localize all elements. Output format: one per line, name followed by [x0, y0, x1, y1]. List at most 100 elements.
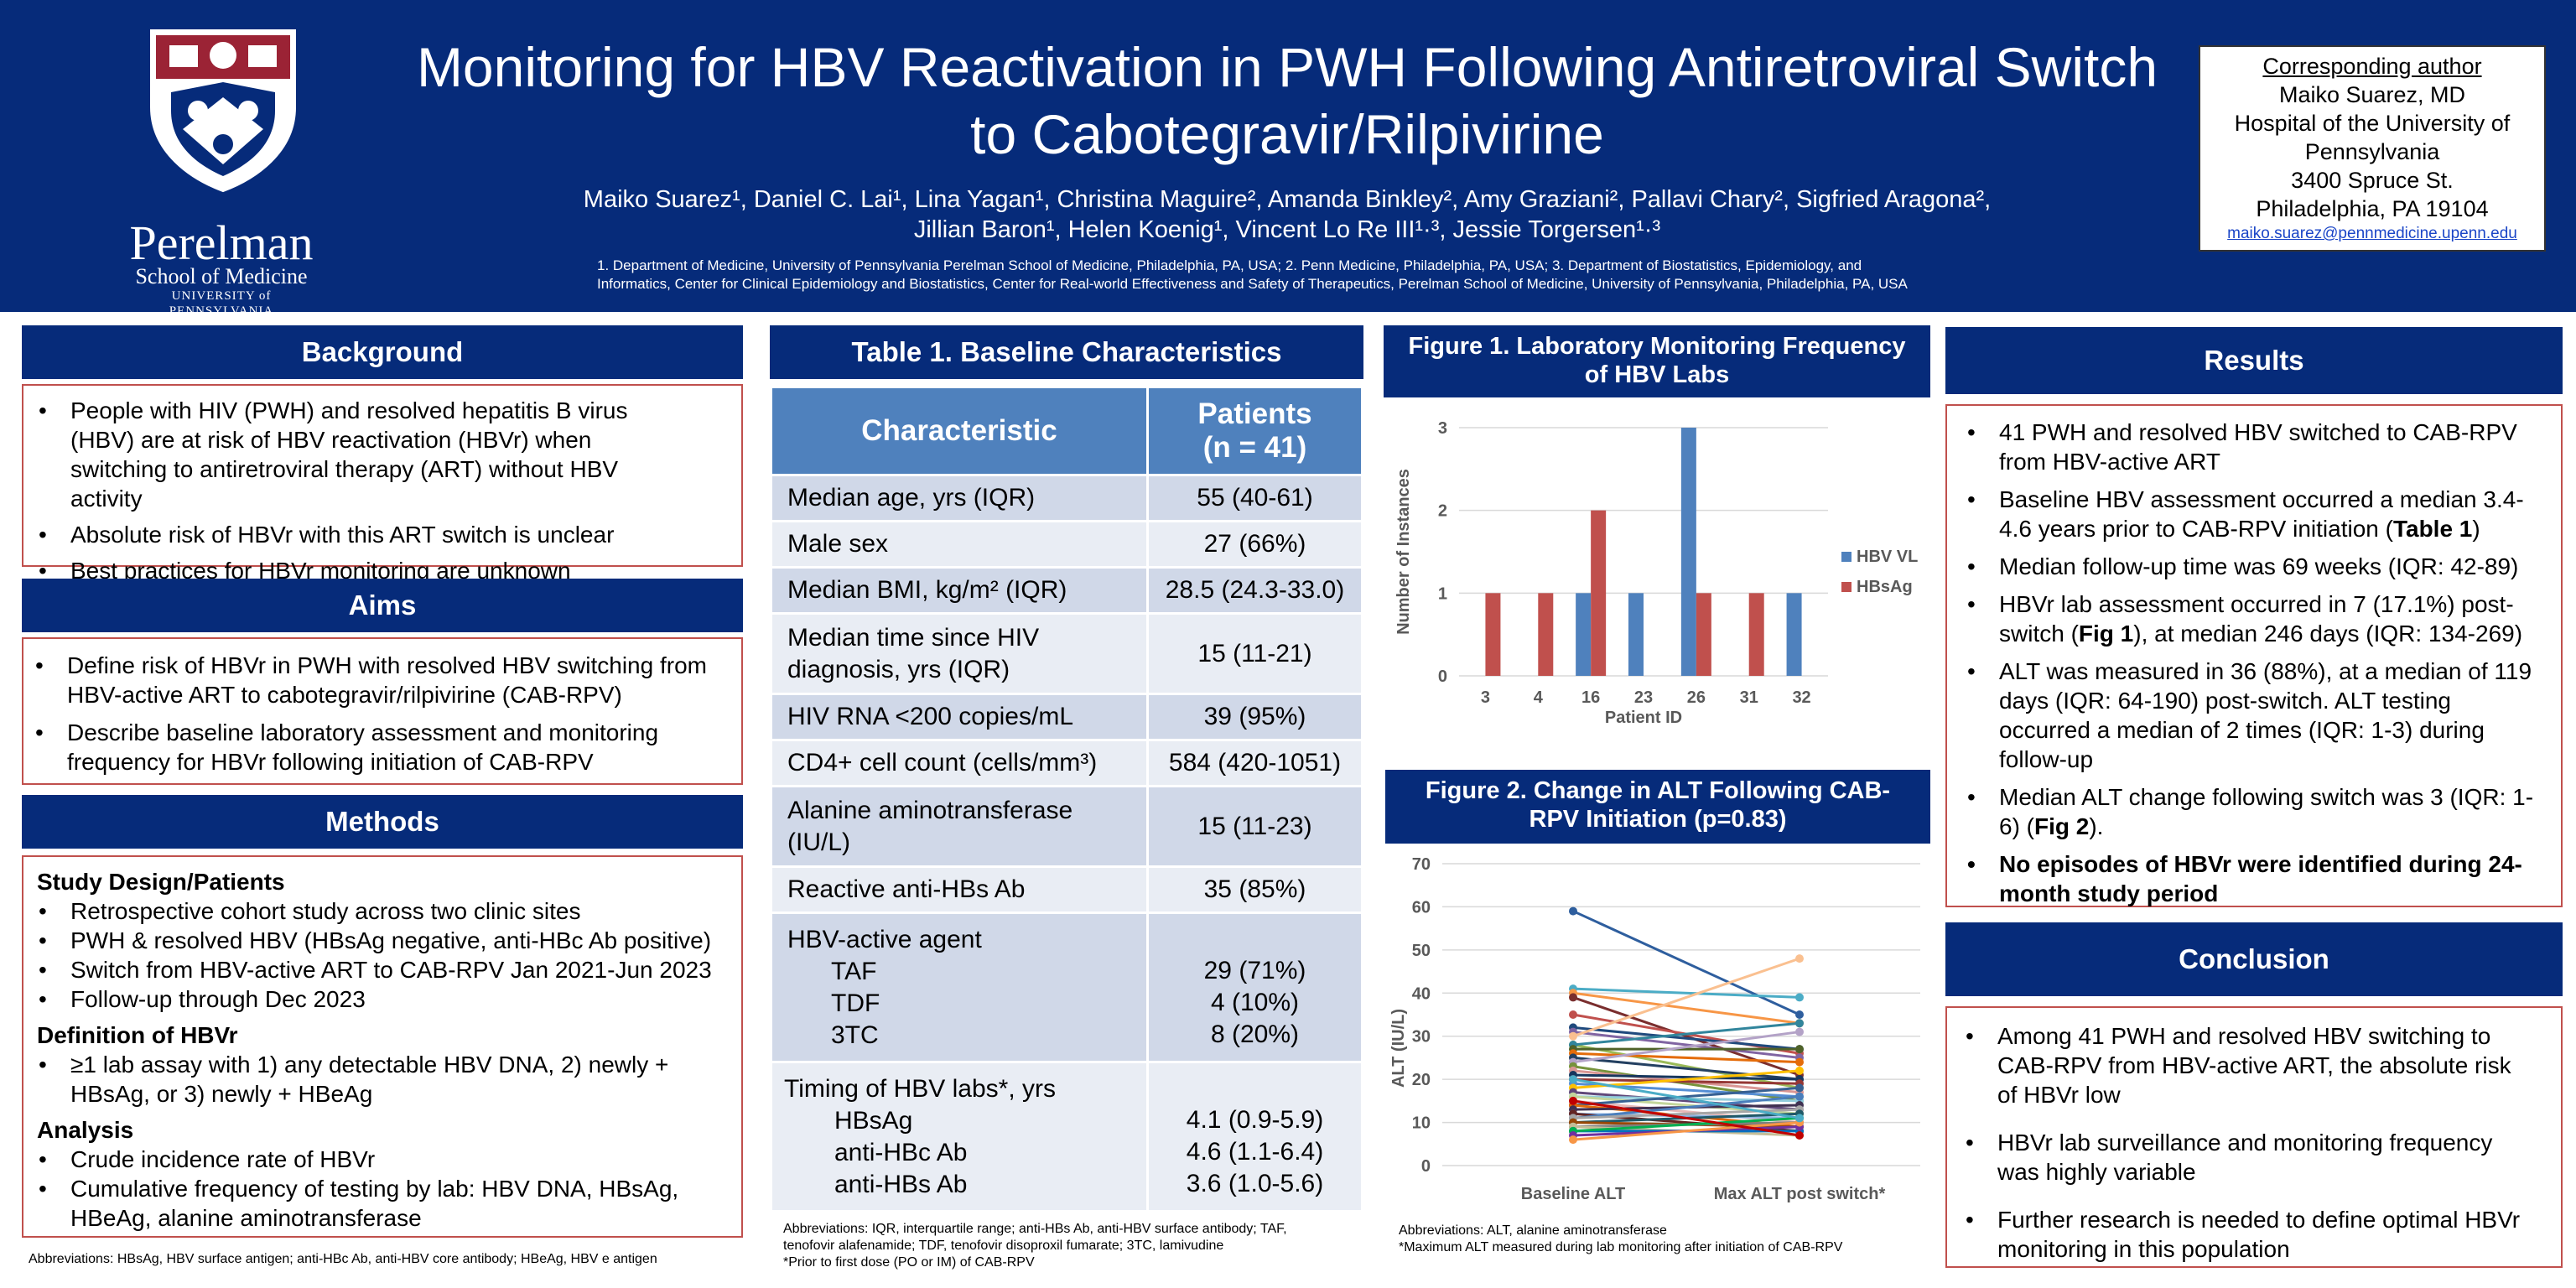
figure-reference: Fig 1 [2078, 621, 2134, 647]
sub-value: 29 (71%) [1203, 957, 1306, 984]
table1-note-1: Abbreviations: IQR, interquartile range;… [783, 1222, 1287, 1236]
row-value: 584 (420-1051) [1146, 739, 1363, 787]
baseline-point [1569, 1096, 1577, 1105]
list-item: Further research is needed to define opt… [1966, 1205, 2536, 1264]
bar [1748, 593, 1764, 676]
corresponding-name: Maiko Suarez, MD [2278, 82, 2466, 107]
list-item: 41 PWH and resolved HBV switched to CAB-… [1967, 418, 2544, 476]
sub-label: 3TC [831, 1021, 879, 1049]
poster-title: Monitoring for HBV Reactivation in PWH F… [416, 36, 2158, 165]
background-heading: Background [22, 325, 743, 379]
baseline-table-wrap: Characteristic Patients (n = 41) Median … [770, 386, 1363, 1213]
table-row: CD4+ cell count (cells/mm³) 584 (420-105… [770, 739, 1363, 787]
baseline-point [1569, 1135, 1577, 1145]
patient-line [1572, 1031, 1800, 1059]
list-item: Follow-up through Dec 2023 [39, 984, 741, 1014]
methods-subheading-design: Study Design/Patients [37, 869, 285, 895]
baseline-point [1569, 1031, 1577, 1041]
legend-label: HBsAg [1857, 578, 1913, 596]
patient-line [1572, 1095, 1800, 1119]
x-tick-label: 31 [1740, 688, 1758, 707]
y-tick-label: 10 [1412, 1114, 1431, 1133]
patient-line [1572, 1116, 1800, 1133]
y-tick-label: 70 [1412, 855, 1431, 874]
corresponding-street: 3400 Spruce St. [2291, 168, 2454, 193]
figure1-heading-line-1: Figure 1. Laboratory Monitoring Frequenc… [1408, 333, 1906, 360]
methods-heading: Methods [22, 795, 743, 849]
row-label: Alanine aminotransferase (IU/L) [770, 785, 1149, 868]
column-header-patients-line-1: Patients [1197, 397, 1312, 430]
list-item: Baseline HBV assessment occurred a media… [1967, 485, 2544, 543]
row-value: 55 (40-61) [1146, 474, 1363, 522]
baseline-point [1569, 1010, 1577, 1019]
methods-design-list: Retrospective cohort study across two cl… [23, 896, 741, 1014]
bar [1680, 428, 1696, 676]
group-label: Timing of HBV labs*, yrs [784, 1074, 1056, 1103]
bar [1538, 593, 1554, 676]
baseline-point [1569, 906, 1577, 916]
bar [1576, 593, 1592, 676]
patient-line [1572, 1073, 1800, 1081]
x-tick-label: 26 [1687, 688, 1706, 707]
row-label-group: HBV-active agent TAF TDF 3TC [770, 911, 1149, 1063]
row-value: 35 (85%) [1146, 865, 1363, 914]
max-alt-point [1795, 993, 1804, 1002]
list-item: Retrospective cohort study across two cl… [39, 896, 741, 926]
y-tick-label: 50 [1412, 942, 1431, 960]
result-text: Baseline HBV assessment occurred a media… [1999, 486, 2524, 542]
methods-subheading-definition: Definition of HBVr [37, 1022, 238, 1048]
patient-line [1572, 1099, 1800, 1137]
column-header-patients-line-2: (n = 41) [1202, 431, 1307, 464]
table1-notes: Abbreviations: IQR, interquartile range;… [783, 1221, 1370, 1271]
y-tick-label: 0 [1421, 1157, 1431, 1176]
corresponding-heading: Corresponding author [2262, 54, 2482, 79]
results-box: 41 PWH and resolved HBV switched to CAB-… [1945, 404, 2563, 907]
sub-label: anti-HBs Ab [834, 1170, 968, 1198]
list-item: HBVr lab surveillance and monitoring fre… [1966, 1128, 2536, 1187]
logo-name: Perelman [129, 216, 314, 270]
row-label: HIV RNA <200 copies/mL [770, 693, 1149, 741]
max-alt-point [1795, 1019, 1804, 1028]
y-axis-label: Number of Instances [1394, 469, 1413, 635]
corresponding-city: Philadelphia, PA 19104 [2256, 196, 2489, 221]
row-value: 28.5 (24.3-33.0) [1146, 566, 1363, 615]
sub-label: TDF [831, 989, 880, 1017]
list-item: Absolute risk of HBVr with this ART swit… [39, 520, 741, 549]
sub-value: 4 (10%) [1210, 989, 1300, 1016]
table-row: HBV-active agent TAF TDF 3TC 29 (71%) 4 … [770, 911, 1363, 1063]
patient-line [1572, 996, 1800, 1077]
corresponding-org-2: Pennsylvania [2304, 139, 2440, 164]
x-axis-label: Patient ID [1605, 709, 1682, 727]
table-row: Male sex 27 (66%) [770, 520, 1363, 569]
corresponding-email-link[interactable]: maiko.suarez@pennmedicine.upenn.edu [2227, 225, 2517, 242]
patient-line [1572, 1052, 1800, 1064]
sub-label: anti-HBc Ab [834, 1138, 968, 1166]
sub-value: 3.6 (1.0-5.6) [1186, 1170, 1324, 1197]
row-label: Reactive anti-HBs Ab [770, 865, 1149, 914]
patient-line [1572, 1026, 1800, 1051]
figure2-note-1: Abbreviations: ALT, alanine aminotransfe… [1399, 1223, 1667, 1238]
table1-heading: Table 1. Baseline Characteristics [770, 325, 1363, 379]
logo-university: UNIVERSITY of PENNSYLVANIA [169, 289, 274, 318]
list-item: Crude incidence rate of HBVr [39, 1145, 741, 1174]
list-item: ≥1 lab assay with 1) any detectable HBV … [39, 1050, 741, 1109]
methods-abbreviations: Abbreviations: HBsAg, HBV surface antige… [29, 1252, 657, 1266]
sub-value: 4.1 (0.9-5.9) [1186, 1106, 1324, 1134]
x-tick-label: 23 [1634, 688, 1653, 707]
background-box: People with HIV (PWH) and resolved hepat… [22, 384, 743, 585]
table-header-row: Characteristic Patients (n = 41) [770, 386, 1363, 476]
results-heading: Results [1945, 327, 2563, 394]
bar [1591, 510, 1607, 676]
patient-line [1572, 910, 1800, 1016]
list-item: Switch from HBV-active ART to CAB-RPV Ja… [39, 955, 741, 984]
row-label-group: Timing of HBV labs*, yrs HBsAg anti-HBc … [770, 1061, 1149, 1213]
conclusion-list: Among 41 PWH and resolved HBV switching … [1947, 1021, 2561, 1264]
affiliations-line-1: 1. Department of Medicine, University of… [597, 257, 1862, 273]
sub-value: 8 (20%) [1210, 1021, 1300, 1048]
y-tick-label: 30 [1412, 1028, 1431, 1046]
row-label: CD4+ cell count (cells/mm³) [770, 739, 1149, 787]
results-list: 41 PWH and resolved HBV switched to CAB-… [1947, 418, 2561, 908]
table-row: Median age, yrs (IQR) 55 (40-61) [770, 474, 1363, 522]
patient-line [1572, 987, 1800, 999]
